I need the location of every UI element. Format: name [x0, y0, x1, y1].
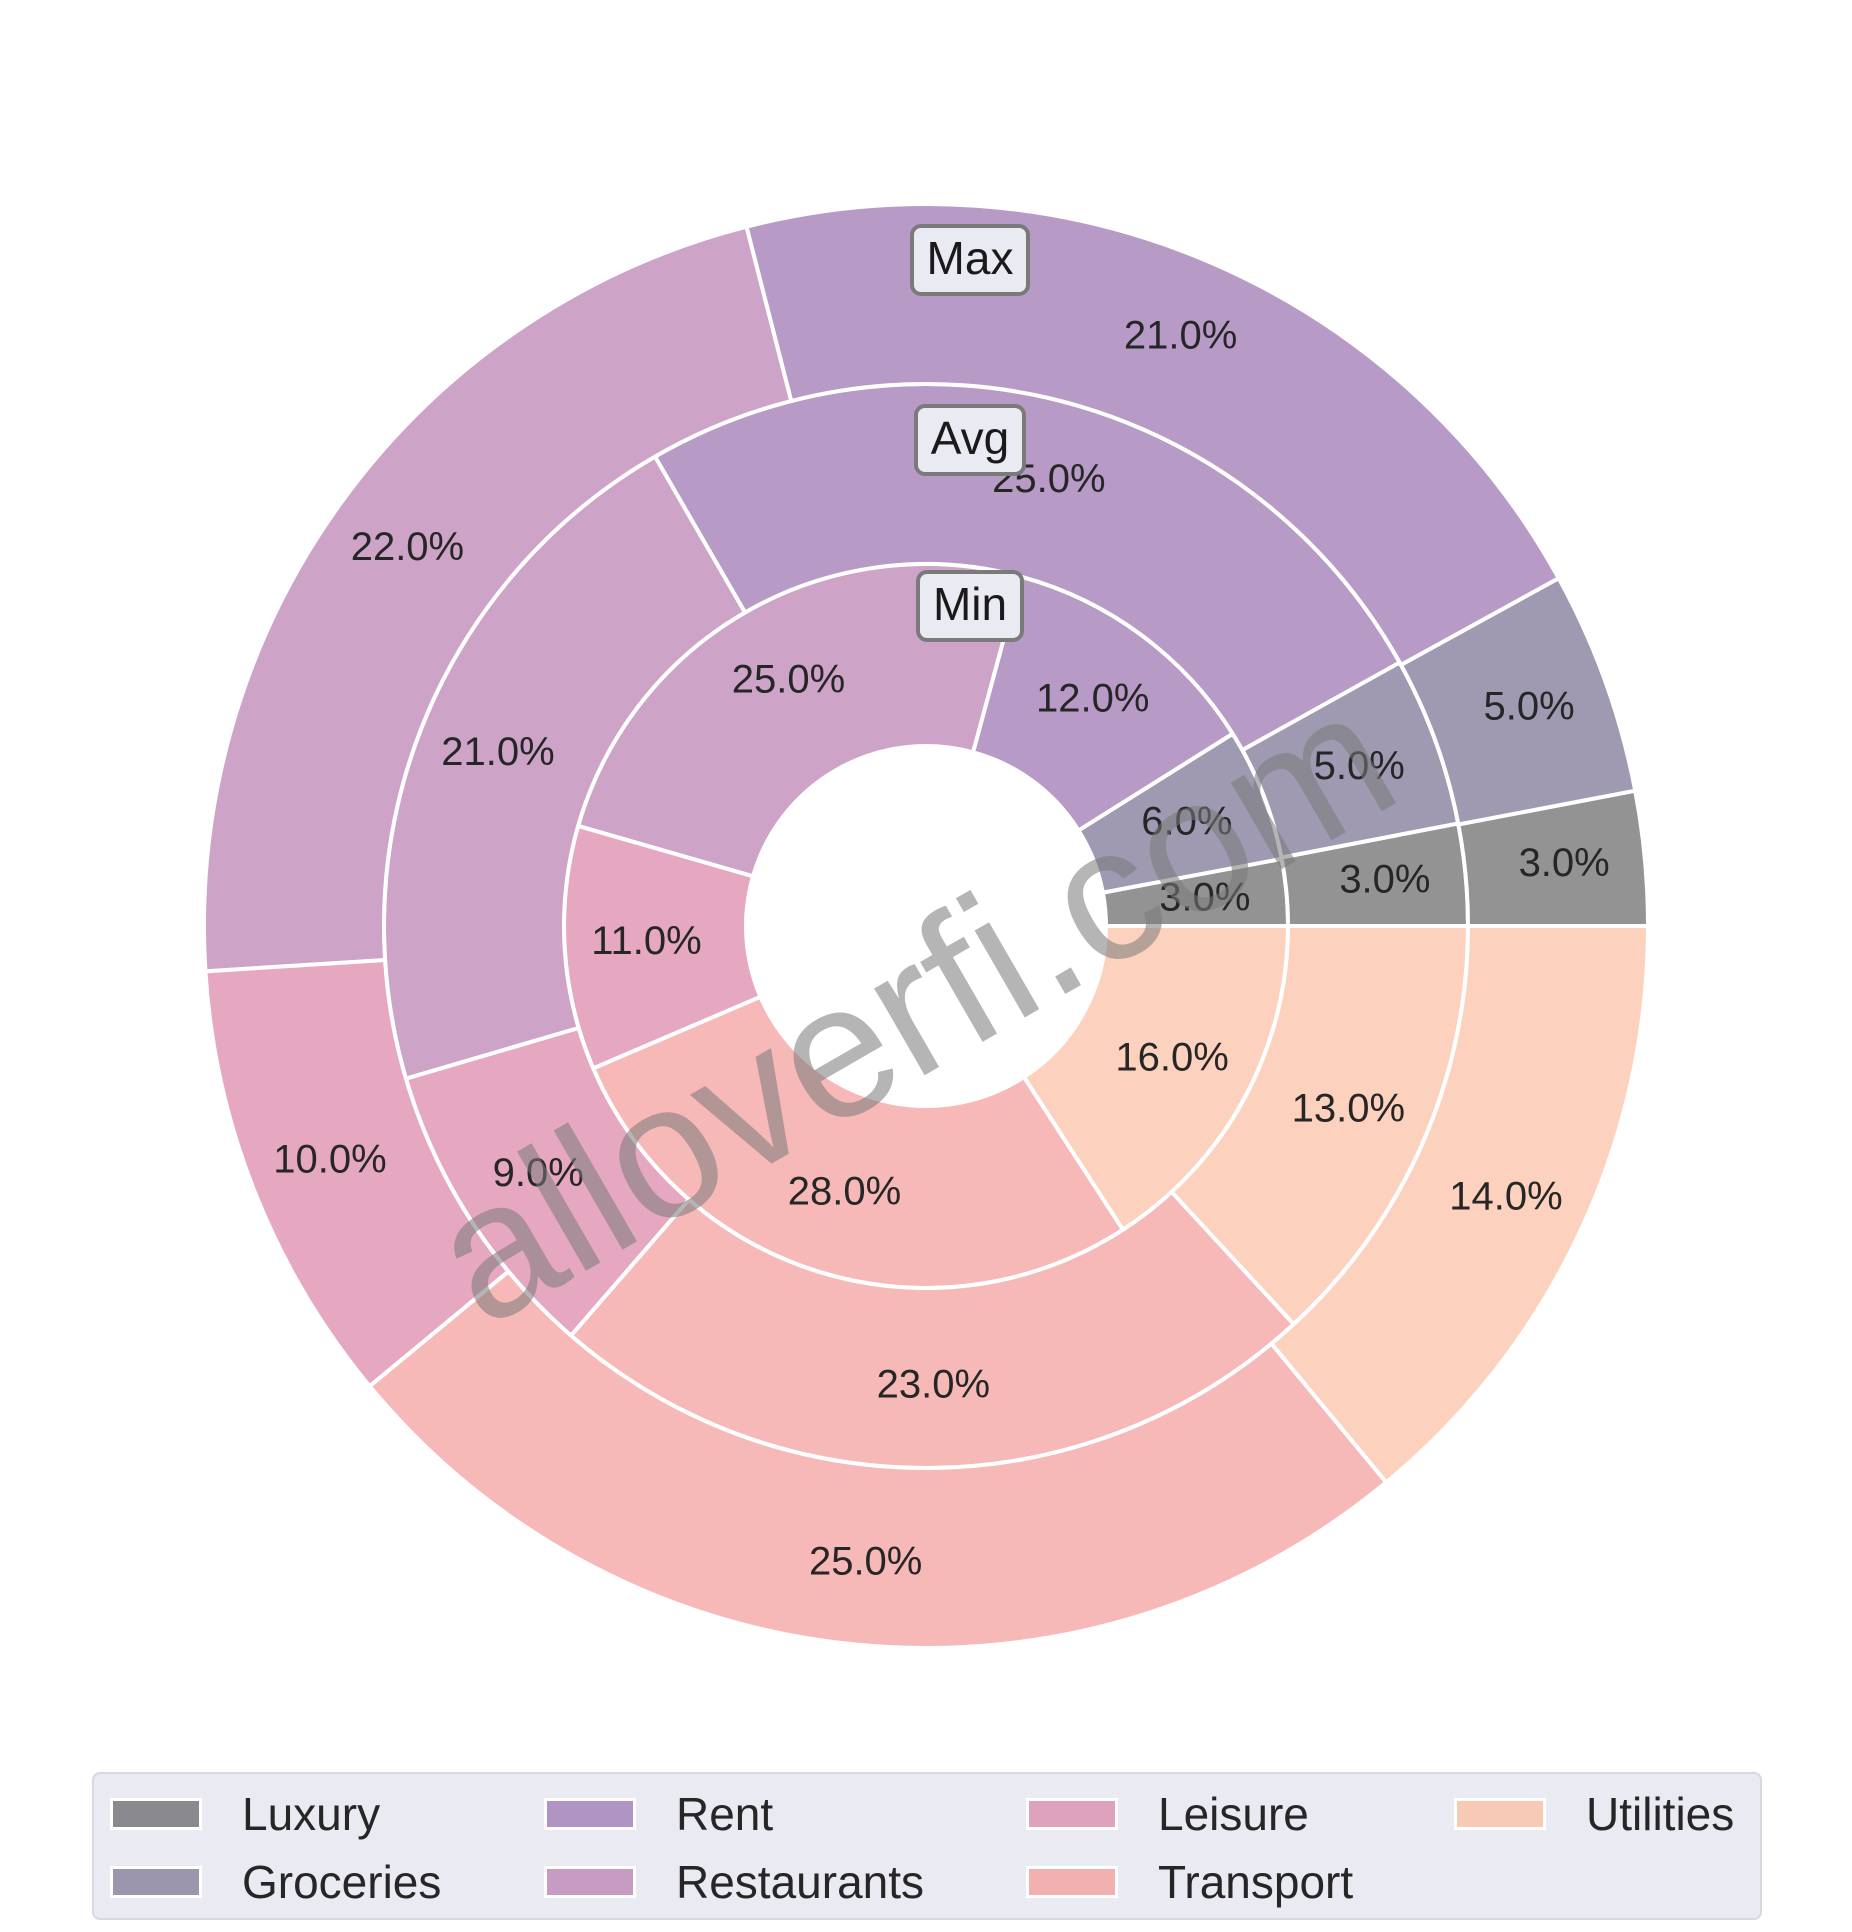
- legend-item-rent: Rent: [544, 1784, 773, 1844]
- labels-layer: 3.0% 6.0% 12.0% 25.0% 11.0% 28.0% 16.0% 3.0% 5.0…: [273, 313, 1609, 1583]
- slice-label-avg-transport: 23.0%: [877, 1363, 990, 1407]
- legend-label-luxury: Luxury: [242, 1788, 381, 1840]
- legend: Luxury Rent Leisure Utilities Groceries Resta…: [92, 1772, 1762, 1920]
- slice-max-rent: [744, 202, 1562, 668]
- ring-tag-label-avg: Avg: [931, 412, 1009, 464]
- slices-layer: [202, 202, 1651, 1650]
- legend-swatch-utilities: [1454, 1798, 1546, 1830]
- legend-swatch-luxury: [110, 1798, 202, 1830]
- slice-label-avg-groceries: 5.0%: [1314, 744, 1405, 788]
- ring-tags-layer: Min Avg Max: [910, 224, 1030, 642]
- legend-label-groceries: Groceries: [242, 1856, 442, 1908]
- ring-tag-box-min: [916, 570, 1024, 642]
- ring-tag-max: Max: [910, 224, 1030, 296]
- slice-label-avg-luxury: 3.0%: [1339, 858, 1430, 902]
- legend-swatch-rent: [544, 1798, 636, 1830]
- slice-max-utilities: [1268, 924, 1651, 1486]
- legend-swatch-leisure: [1026, 1798, 1118, 1830]
- slice-max-restaurants: [202, 224, 794, 974]
- ring-tag-label-min: Min: [933, 578, 1007, 630]
- slice-label-max-rent: 21.0%: [1124, 313, 1237, 357]
- legend-item-transport: Transport: [1026, 1852, 1353, 1912]
- legend-item-groceries: Groceries: [110, 1852, 441, 1912]
- ring-tag-min: Min: [916, 570, 1024, 642]
- slice-label-min-utilities: 16.0%: [1115, 1035, 1228, 1079]
- legend-swatch-groceries: [110, 1866, 202, 1898]
- legend-label-restaurants: Restaurants: [676, 1856, 925, 1908]
- slice-label-min-rent: 12.0%: [1036, 677, 1149, 721]
- legend-label-transport: Transport: [1158, 1856, 1354, 1908]
- slice-max-transport: [366, 1268, 1390, 1650]
- ring-tag-box-avg: [914, 404, 1026, 476]
- slice-label-max-transport: 25.0%: [809, 1540, 922, 1584]
- ring-tag-label-max: Max: [927, 232, 1014, 284]
- slice-label-min-groceries: 6.0%: [1141, 799, 1232, 843]
- ring-tag-avg: Avg: [914, 404, 1026, 476]
- slice-label-max-restaurants: 22.0%: [351, 525, 464, 569]
- slice-label-min-transport: 28.0%: [788, 1170, 901, 1214]
- legend-item-luxury: Luxury: [110, 1784, 380, 1844]
- legend-item-utilities: Utilities: [1454, 1784, 1734, 1844]
- slice-label-avg-restaurants: 21.0%: [441, 730, 554, 774]
- legend-label-leisure: Leisure: [1158, 1788, 1309, 1840]
- legend-item-restaurants: Restaurants: [544, 1852, 924, 1912]
- legend-swatch-restaurants: [544, 1866, 636, 1898]
- slice-label-max-luxury: 3.0%: [1519, 841, 1610, 885]
- slice-label-min-luxury: 3.0%: [1159, 875, 1250, 919]
- slice-label-avg-leisure: 9.0%: [493, 1151, 584, 1195]
- slice-label-avg-utilities: 13.0%: [1292, 1086, 1405, 1130]
- legend-swatch-transport: [1026, 1866, 1118, 1898]
- legend-item-leisure: Leisure: [1026, 1784, 1309, 1844]
- legend-label-rent: Rent: [676, 1788, 774, 1840]
- slice-label-max-groceries: 5.0%: [1484, 684, 1575, 728]
- legend-label-utilities: Utilities: [1586, 1788, 1735, 1840]
- slice-label-min-leisure: 11.0%: [591, 919, 701, 963]
- ring-tag-box-max: [910, 224, 1030, 296]
- slice-label-max-utilities: 14.0%: [1449, 1174, 1562, 1218]
- slice-label-min-restaurants: 25.0%: [732, 658, 845, 702]
- slice-label-max-leisure: 10.0%: [273, 1138, 386, 1182]
